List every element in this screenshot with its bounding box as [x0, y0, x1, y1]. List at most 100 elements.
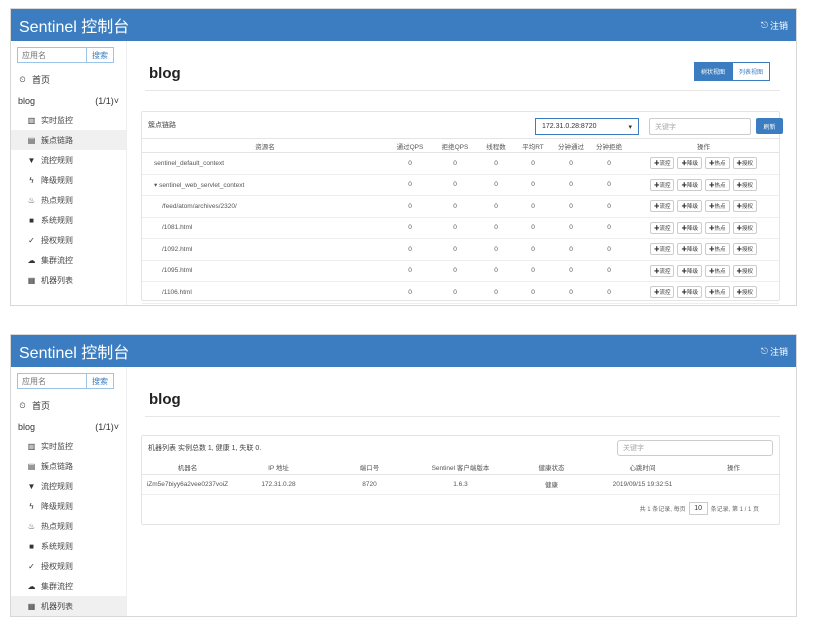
add-flow-rule-button[interactable]: ✚流控 [649, 221, 675, 234]
view-toggle: 树状视图 列表视图 [693, 62, 770, 81]
add-flow-rule-button[interactable]: ✚流控 [649, 286, 675, 299]
brand-title[interactable]: Sentinel 控制台 [19, 345, 130, 362]
add-hot-rule-button[interactable]: ✚热点 [705, 286, 730, 299]
sidebar-item-realtime[interactable]: ▥ 实时监控 [27, 115, 73, 125]
machine-cell [688, 474, 779, 495]
metric-cell: 0 [514, 238, 552, 261]
app-search-button[interactable]: 搜索 [87, 373, 114, 389]
add-flow-rule-button[interactable]: ✚流控 [649, 200, 675, 213]
machine-cell: 2019/09/15 19:32:51 [597, 474, 688, 495]
plus-icon: ✚ [653, 290, 660, 297]
add-auth-rule-button[interactable]: ✚授权 [732, 178, 758, 191]
add-degrade-rule-button[interactable]: ✚降级 [677, 157, 702, 170]
app-search-button[interactable]: 搜索 [87, 47, 114, 63]
flash-icon: ϟ [29, 501, 34, 511]
add-hot-rule-button[interactable]: ✚热点 [705, 221, 730, 234]
sidebar-app-blog[interactable]: blog (1/1)˅ [18, 96, 119, 106]
logout-link[interactable]: ⎋ 注销 [760, 19, 788, 31]
add-hot-rule-button[interactable]: ✚热点 [705, 178, 730, 191]
sidebar-item-degrade-rules[interactable]: ϟ 降级规则 [11, 170, 126, 190]
sidebar-item-home[interactable]: ⏲ 首页 [19, 74, 51, 86]
page-title: blog [149, 65, 181, 82]
add-degrade-rule-button[interactable]: ✚降级 [677, 264, 702, 277]
add-auth-rule-button[interactable]: ✚授权 [732, 200, 758, 213]
sidebar-item-machines[interactable]: ▦ 机器列表 [27, 275, 73, 285]
sidebar-item-system-rules[interactable]: ■ 系统规则 [11, 536, 126, 556]
keyword-input[interactable]: 关键字 [649, 118, 751, 135]
screenshot-machine-list: Sentinel 控制台 ⎋注销 搜索 ⏲首页 blog(1/1)˅ ▥实时监控… [10, 334, 797, 617]
add-degrade-rule-button[interactable]: ✚降级 [677, 200, 702, 213]
add-auth-rule-button[interactable]: ✚授权 [732, 243, 758, 256]
metric-cell: 0 [514, 195, 552, 218]
refresh-button[interactable]: 刷新 [756, 118, 783, 134]
screenshot-cluster-links: Sentinel 控制台 ⎋注销 搜索 ⏲首页 blog(1/1)˅ ▥实时监控… [10, 8, 797, 306]
table-row: /1106.html 0 0 0 0 0 0 ✚流控 ✚降级 ✚热点 ✚授权 [142, 281, 779, 304]
plus-icon: ✚ [709, 161, 715, 168]
keyword-input[interactable]: 关键字 [617, 440, 773, 456]
sidebar-item-realtime[interactable]: ▥ 实时监控 [27, 441, 73, 451]
metric-cell: 0 [552, 195, 590, 218]
add-auth-rule-button[interactable]: ✚授权 [732, 221, 758, 234]
sidebar-item-auth-rules[interactable]: ✓ 授权规则 [28, 235, 73, 245]
add-hot-rule-button[interactable]: ✚热点 [705, 200, 730, 213]
metric-cell: 0 [388, 260, 432, 282]
add-flow-rule-button[interactable]: ✚流控 [649, 157, 675, 170]
plus-icon: ✚ [709, 247, 715, 254]
resource-name: ▾ sentinel_web_servlet_context [142, 174, 388, 196]
add-hot-rule-button[interactable]: ✚热点 [705, 157, 730, 170]
add-degrade-rule-button[interactable]: ✚降级 [677, 221, 702, 234]
add-auth-rule-button[interactable]: ✚授权 [732, 264, 758, 277]
brand-title[interactable]: Sentinel 控制台 [19, 19, 130, 36]
add-degrade-rule-button[interactable]: ✚降级 [677, 178, 702, 191]
metric-cell: 0 [552, 152, 590, 175]
logout-link[interactable]: ⎋ 注销 [760, 345, 788, 357]
metric-cell: 0 [590, 195, 628, 218]
page-size-input[interactable]: 10 [688, 501, 708, 515]
add-flow-rule-button[interactable]: ✚流控 [649, 178, 675, 191]
metric-cell: 0 [388, 217, 432, 239]
table-row: iZm5e7biyy6a2vee0237voiZ 172.31.0.28 8720 1… [142, 474, 779, 495]
panel-title: 簇点链路 [148, 122, 176, 129]
table-row: /1095.html 0 0 0 0 0 0 ✚流控 ✚降级 ✚热点 ✚授权 [142, 260, 779, 282]
sidebar-item-home[interactable]: ⏲ 首页 [19, 400, 51, 412]
tree-view-button[interactable]: 树状视图 [693, 62, 732, 81]
add-auth-rule-button[interactable]: ✚授权 [732, 157, 758, 170]
resource-name: /1092.html [142, 238, 388, 261]
sidebar-item-system-rules[interactable]: ■ 系统规则 [11, 210, 126, 230]
sidebar-item-cluster-flow[interactable]: ☁ 集群流控 [27, 255, 74, 265]
add-degrade-rule-button[interactable]: ✚降级 [677, 243, 702, 256]
sidebar-item-flow-rules[interactable]: ▼ 流控规则 [27, 155, 73, 165]
list-view-button[interactable]: 列表视图 [731, 62, 770, 81]
sidebar-item-hot-rules[interactable]: ♨ 热点规则 [27, 195, 73, 205]
add-flow-rule-button[interactable]: ✚流控 [649, 243, 675, 256]
sidebar-item-cluster-links[interactable]: ▤ 簇点链路 [27, 461, 73, 471]
sidebar-item-cluster-flow[interactable]: ☁ 集群流控 [27, 581, 74, 591]
plus-icon: ✚ [681, 290, 687, 297]
sidebar-item-flow-rules[interactable]: ▼ 流控规则 [27, 481, 73, 491]
metric-cell: 0 [432, 174, 478, 196]
plus-icon: ✚ [653, 268, 660, 275]
sidebar-item-degrade-rules[interactable]: ϟ 降级规则 [11, 496, 126, 516]
sidebar-item-machines[interactable]: ▦ 机器列表 [11, 596, 126, 616]
sidebar-item-hot-rules[interactable]: ♨ 热点规则 [27, 521, 73, 531]
flash-icon: ϟ [29, 175, 34, 185]
add-flow-rule-button[interactable]: ✚流控 [649, 264, 675, 277]
table-icon: ▦ [27, 275, 36, 285]
add-hot-rule-button[interactable]: ✚热点 [705, 243, 730, 256]
app-search-input[interactable] [17, 47, 87, 63]
sidebar-item-auth-rules[interactable]: ✓ 授权规则 [28, 561, 73, 571]
machine-select[interactable]: 172.31.0.28:8720 ▾ [535, 118, 639, 135]
app-search-input[interactable] [17, 373, 87, 389]
metric-cell: 0 [478, 217, 514, 239]
metric-cell: 0 [514, 281, 552, 304]
sidebar-item-cluster-links[interactable]: ▤ 簇点链路 [11, 130, 126, 150]
sidebar-app-blog[interactable]: blog (1/1)˅ [18, 422, 119, 432]
add-degrade-rule-button[interactable]: ✚降级 [677, 286, 702, 299]
plus-icon: ✚ [653, 161, 660, 168]
column-header: IP 地址 [233, 460, 324, 475]
machine-table: 机器名 IP 地址 端口号 Sentinel 客户端版本 健康状态 心跳时间 操作 iZm5… [142, 460, 779, 495]
pagination: 共 1 条记录, 每页 10 条记录, 第 1 / 1 页 [142, 495, 779, 515]
table-row: ▾ sentinel_web_servlet_context 0 0 0 0 0 0 ✚流控 ✚… [142, 174, 779, 196]
add-hot-rule-button[interactable]: ✚热点 [705, 264, 730, 277]
add-auth-rule-button[interactable]: ✚授权 [732, 286, 758, 299]
